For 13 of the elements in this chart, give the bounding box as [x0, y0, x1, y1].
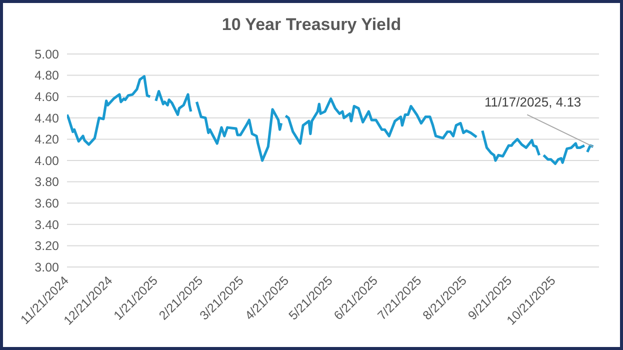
y-tick-label: 4.60	[34, 90, 60, 104]
annotation: 11/17/2025, 4.13	[484, 94, 582, 110]
y-tick-label: 4.80	[34, 68, 60, 83]
y-tick-label: 3.00	[34, 260, 60, 274]
y-tick-label: 5.00	[34, 47, 60, 62]
chart-title: 10 Year Treasury Yield	[220, 15, 402, 35]
y-tick-label: 4.20	[34, 132, 60, 147]
y-tick-label: 4.00	[34, 154, 60, 168]
y-tick-label: 3.20	[34, 239, 60, 254]
y-tick-label: 3.80	[34, 175, 60, 190]
y-tick-label: 4.40	[34, 111, 60, 126]
y-tick-label: 3.60	[34, 196, 60, 211]
y-tick-label: 3.40	[34, 218, 60, 232]
